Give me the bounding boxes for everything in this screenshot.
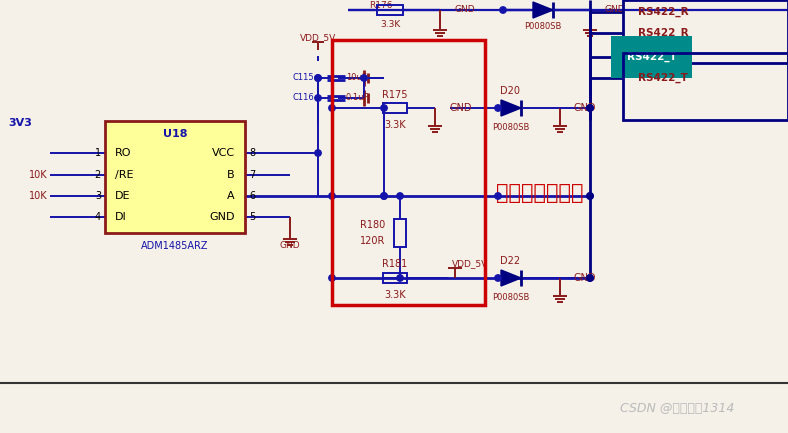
Text: 3.3K: 3.3K [385, 290, 406, 300]
Text: GND: GND [455, 6, 476, 14]
Circle shape [587, 193, 593, 199]
Circle shape [314, 75, 322, 81]
Text: R180: R180 [360, 220, 385, 230]
Text: P0080SB: P0080SB [524, 22, 562, 31]
Text: 1: 1 [95, 148, 101, 158]
Circle shape [381, 105, 387, 111]
Circle shape [361, 75, 367, 81]
Text: RS422_R: RS422_R [638, 7, 689, 17]
Circle shape [397, 193, 403, 199]
Text: RS422_T: RS422_T [627, 52, 677, 62]
Text: 8: 8 [249, 148, 255, 158]
Text: 去掉这三个电阻: 去掉这三个电阻 [496, 183, 584, 203]
Text: VCC: VCC [212, 148, 235, 158]
Bar [383, 273, 407, 283]
Circle shape [397, 275, 403, 281]
Text: R181: R181 [382, 259, 407, 269]
Circle shape [495, 193, 501, 199]
Text: C116: C116 [292, 94, 314, 103]
Circle shape [587, 105, 593, 111]
Text: GND: GND [574, 273, 597, 283]
Text: 3V3: 3V3 [8, 118, 32, 128]
Text: 10K: 10K [29, 170, 48, 180]
Polygon shape [501, 100, 521, 116]
Bar [105, 121, 245, 233]
Text: 10K: 10K [29, 191, 48, 201]
Polygon shape [501, 270, 521, 286]
Bar [383, 103, 407, 113]
Text: R176: R176 [370, 1, 392, 10]
Text: P0080SB: P0080SB [492, 293, 530, 302]
Text: DE: DE [115, 191, 131, 201]
Text: 6: 6 [249, 191, 255, 201]
Text: C115: C115 [292, 74, 314, 83]
Circle shape [587, 193, 593, 199]
Text: 5: 5 [249, 212, 255, 222]
Text: ADM1485ARZ: ADM1485ARZ [141, 241, 209, 251]
Circle shape [587, 105, 593, 111]
Circle shape [329, 275, 335, 281]
Text: RS422_T: RS422_T [638, 73, 688, 83]
Text: U18: U18 [163, 129, 188, 139]
Bar [332, 40, 485, 305]
Circle shape [314, 95, 322, 101]
Circle shape [587, 275, 593, 281]
Text: D20: D20 [500, 86, 520, 96]
Circle shape [381, 193, 387, 199]
Circle shape [495, 105, 501, 111]
Circle shape [329, 105, 335, 111]
Text: D22: D22 [500, 256, 520, 266]
Polygon shape [533, 2, 553, 18]
Text: GND: GND [280, 241, 300, 250]
Text: CSDN @欲盖弥彰1314: CSDN @欲盖弥彰1314 [620, 401, 734, 414]
Text: R175: R175 [382, 90, 407, 100]
Text: RS422_R: RS422_R [638, 28, 689, 38]
Circle shape [329, 193, 335, 199]
Text: GND: GND [574, 103, 597, 113]
Circle shape [495, 275, 501, 281]
Circle shape [381, 193, 387, 199]
Bar [377, 5, 403, 15]
Text: 7: 7 [249, 170, 255, 180]
Text: VDD_5V: VDD_5V [452, 259, 489, 268]
Text: 0.1uF: 0.1uF [346, 94, 370, 103]
Text: 120R: 120R [359, 236, 385, 246]
Text: A: A [228, 191, 235, 201]
Text: VDD_5V: VDD_5V [300, 33, 336, 42]
Text: 3.3K: 3.3K [380, 20, 400, 29]
Text: 4: 4 [95, 212, 101, 222]
Circle shape [314, 75, 322, 81]
Text: 3.3K: 3.3K [385, 120, 406, 130]
Text: RO: RO [115, 148, 132, 158]
Text: /RE: /RE [115, 170, 133, 180]
Text: 10uF: 10uF [346, 74, 366, 83]
Bar [623, 53, 788, 120]
Bar [394, 219, 406, 247]
Circle shape [314, 150, 322, 156]
Text: DI: DI [115, 212, 127, 222]
Text: P0080SB: P0080SB [492, 123, 530, 132]
Text: GND: GND [450, 103, 473, 113]
Text: 3: 3 [95, 191, 101, 201]
Text: B: B [228, 170, 235, 180]
Bar [623, 0, 788, 63]
Text: 2: 2 [95, 170, 101, 180]
Text: GND: GND [210, 212, 235, 222]
Text: GND: GND [605, 6, 626, 14]
Circle shape [587, 275, 593, 281]
Circle shape [500, 7, 506, 13]
